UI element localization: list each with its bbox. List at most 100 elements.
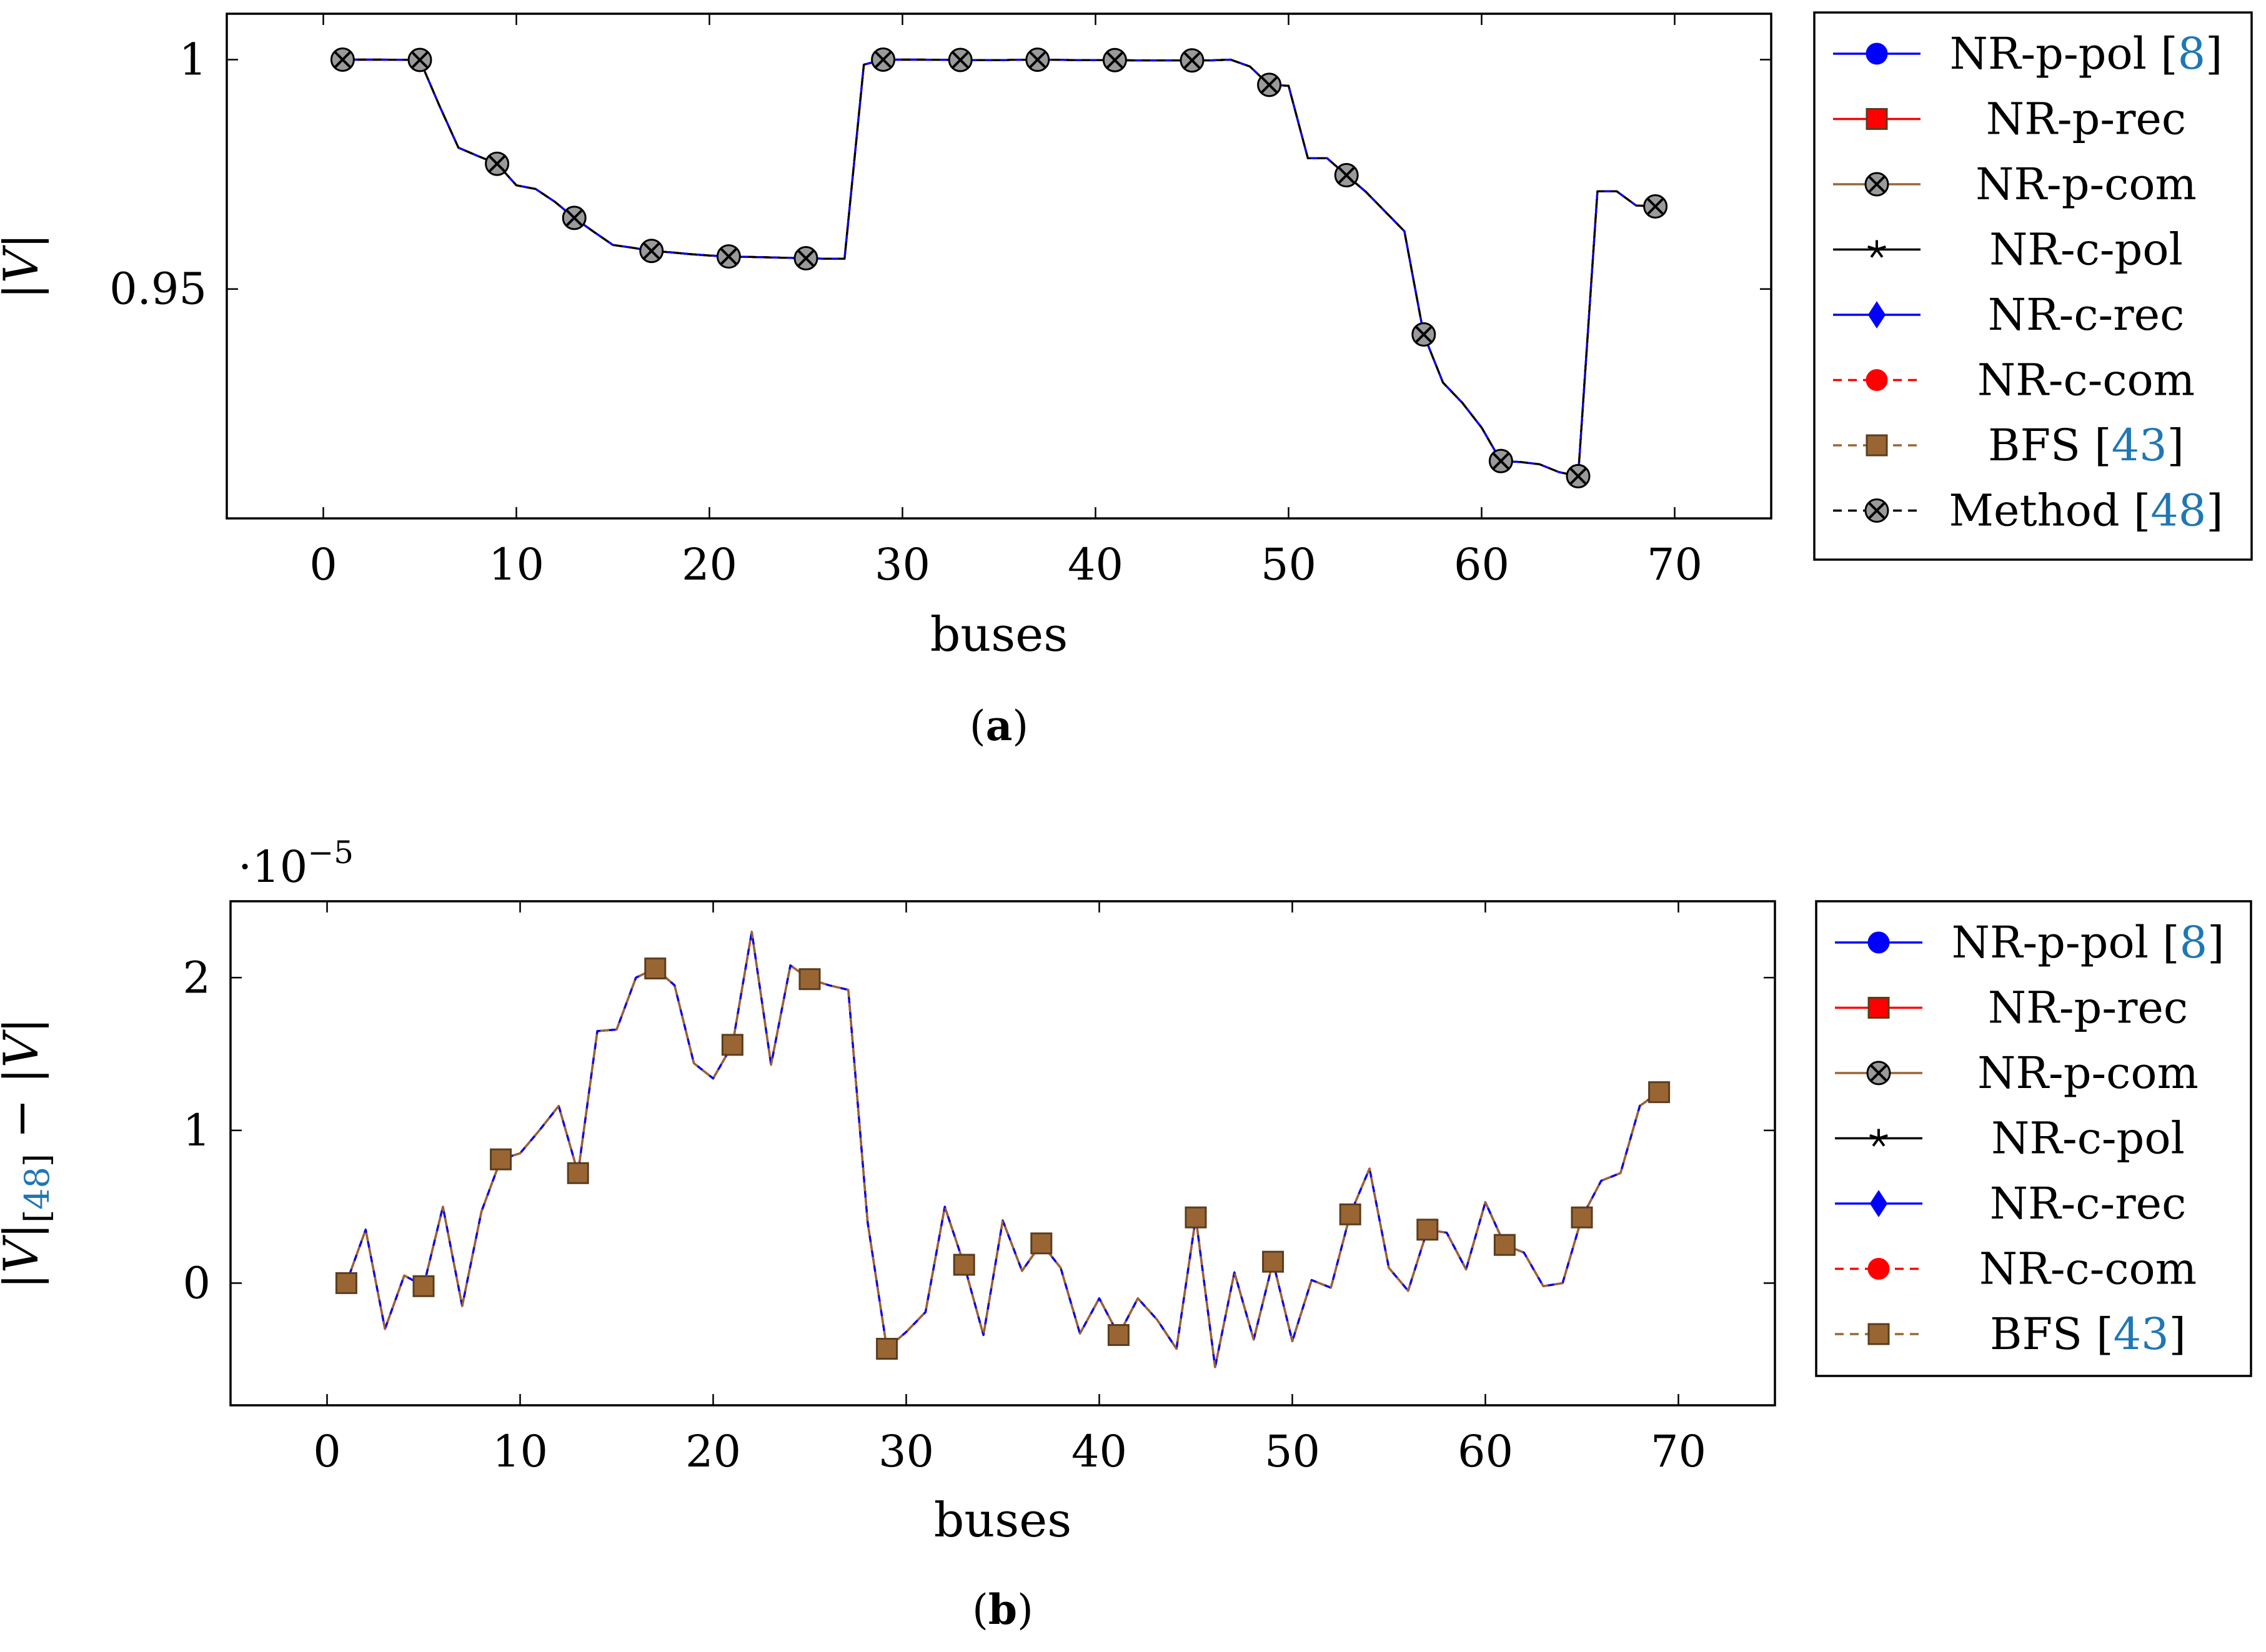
legend-ref-open: [ bbox=[2082, 1308, 2114, 1360]
data-point-Method bbox=[871, 47, 896, 72]
legend-name: NR-c-com bbox=[1979, 1244, 2197, 1295]
chart-panel-a: 0 10 20 30 40 50 60 70 0.95 1 buses |V| NR-p-pol [8]… bbox=[0, 11, 2253, 750]
data-point-BFS bbox=[1416, 1219, 1439, 1241]
y-tick-label: 0.95 bbox=[109, 264, 207, 315]
legend-name: NR-c-com bbox=[1977, 355, 2195, 406]
legend-ref-open: [ bbox=[2080, 420, 2112, 471]
x-axis-label: buses bbox=[934, 1492, 1072, 1548]
series-lines-a bbox=[342, 58, 1656, 478]
legend-name: NR-p-rec bbox=[1986, 94, 2186, 145]
y-axis-label: |V|[48] − |V| bbox=[0, 1017, 57, 1289]
legend-marker-arm bbox=[1870, 249, 1878, 258]
data-point-Method bbox=[1102, 47, 1127, 72]
y-tick-label: 1 bbox=[182, 1105, 211, 1156]
x-tick-label: 40 bbox=[1071, 1426, 1127, 1477]
legend-entry-NR-c-com: NR-c-com bbox=[1833, 355, 2195, 406]
data-point-BFS bbox=[1648, 1081, 1671, 1104]
legend-name: NR-p-rec bbox=[1988, 982, 2188, 1034]
legend-ref-close: ] bbox=[2206, 485, 2223, 537]
caption-close: ) bbox=[1012, 702, 1028, 750]
legend-marker bbox=[1867, 1323, 1890, 1345]
x-axis-label: buses bbox=[930, 606, 1068, 662]
data-point-Method bbox=[948, 47, 973, 72]
data-point-Method-cross-b bbox=[1414, 325, 1433, 344]
data-point-BFS bbox=[798, 968, 821, 991]
legend-marker-arm bbox=[1877, 1137, 1886, 1147]
y-label-post: − |V| bbox=[0, 1017, 49, 1154]
legend-marker bbox=[1864, 172, 1889, 197]
legend-name: BFS bbox=[1990, 1308, 2082, 1360]
legend-marker-arm bbox=[1869, 1134, 1879, 1140]
y-tick-label: 0 bbox=[182, 1257, 211, 1308]
data-point-Method bbox=[1334, 163, 1359, 188]
legend-marker-cross-b bbox=[1867, 175, 1886, 194]
caption-letter: a bbox=[986, 701, 1013, 750]
plot-frame-b bbox=[229, 900, 1776, 1407]
x-tick-label: 30 bbox=[878, 1426, 934, 1477]
legend-marker-cross-b bbox=[1867, 502, 1886, 520]
data-point-Method-cross-b bbox=[720, 247, 738, 265]
series-markers-b bbox=[335, 957, 1671, 1360]
legend-ref-open: [ bbox=[2147, 28, 2178, 79]
legend-entry-NR-p-rec: NR-p-rec bbox=[1833, 94, 2186, 145]
legend-name: NR-p-pol bbox=[1952, 917, 2149, 968]
data-point-Method-cross-b bbox=[874, 51, 892, 69]
y-scale-exponent: −5 bbox=[307, 834, 354, 871]
legend-label: NR-c-rec bbox=[1990, 1178, 2187, 1229]
legend-name: NR-p-pol bbox=[1950, 28, 2147, 79]
legend-marker bbox=[1867, 931, 1890, 954]
legend-ref-close: ] bbox=[2207, 917, 2224, 968]
data-point-BFS bbox=[1185, 1206, 1207, 1229]
legend-marker bbox=[1866, 42, 1888, 65]
legend-box bbox=[1813, 11, 2253, 561]
legend-marker bbox=[1866, 369, 1888, 391]
legend-entry-NR-c-pol: NR-c-pol bbox=[1835, 1113, 2185, 1164]
data-point-Method bbox=[1180, 48, 1205, 73]
legend-entry-BFS: BFS [43] bbox=[1833, 420, 2184, 471]
legend-marker-arm bbox=[1872, 1137, 1880, 1147]
data-point-BFS bbox=[335, 1272, 357, 1294]
data-point-BFS bbox=[1493, 1234, 1516, 1256]
legend-name: Method bbox=[1949, 485, 2119, 537]
x-tick-label: 60 bbox=[1458, 1426, 1513, 1477]
data-point-Method-cross-b bbox=[410, 51, 429, 69]
y-axis-label: |V| bbox=[0, 233, 49, 299]
legend-entry-NR-c-pol: NR-c-pol bbox=[1833, 224, 2183, 275]
plot-frame-a bbox=[226, 12, 1772, 520]
legend-entry-NR-p-com: NR-p-com bbox=[1835, 1047, 2199, 1099]
data-point-BFS bbox=[490, 1148, 512, 1170]
data-point-BFS bbox=[721, 1034, 743, 1056]
legend-name: BFS bbox=[1988, 420, 2080, 471]
legend-name: NR-p-com bbox=[1975, 159, 2197, 210]
caption-open: ( bbox=[970, 702, 986, 750]
legend-ref: 8 bbox=[2180, 917, 2208, 968]
data-point-Method bbox=[1643, 194, 1668, 219]
y-tick-label: 1 bbox=[179, 34, 207, 85]
legend-ref: 48 bbox=[2150, 485, 2206, 537]
y-label-main: |V| bbox=[0, 1223, 49, 1289]
legend-label: NR-c-pol bbox=[1989, 224, 2183, 275]
x-tick-label: 30 bbox=[875, 539, 930, 590]
data-point-BFS bbox=[644, 957, 667, 980]
legend-entry-NR-p-com: NR-p-com bbox=[1833, 159, 2197, 210]
y-scale-factor: ·10−5 bbox=[238, 834, 354, 893]
y-label-sub-close: ] bbox=[17, 1154, 57, 1167]
legend-entry-Method: Method [48] bbox=[1833, 485, 2224, 537]
legend-label: NR-c-rec bbox=[1988, 289, 2185, 340]
series-line-BFS bbox=[345, 931, 1660, 1368]
legend-label: NR-c-com bbox=[1977, 355, 2195, 406]
legend-name: NR-p-com bbox=[1977, 1047, 2199, 1099]
data-point-BFS bbox=[1262, 1250, 1285, 1273]
legend-label: NR-p-com bbox=[1977, 1047, 2199, 1099]
data-point-BFS bbox=[1339, 1203, 1361, 1225]
legend-label: NR-p-com bbox=[1975, 159, 2197, 210]
legend-ref: 43 bbox=[2114, 1308, 2169, 1360]
legend-ref-close: ] bbox=[2205, 28, 2222, 79]
legend-entry-NR-c-rec: NR-c-rec bbox=[1833, 289, 2184, 340]
data-point-Method bbox=[1411, 322, 1436, 347]
data-point-Method bbox=[1025, 47, 1050, 72]
legend-marker bbox=[1866, 434, 1888, 457]
legend-marker bbox=[1867, 301, 1886, 329]
